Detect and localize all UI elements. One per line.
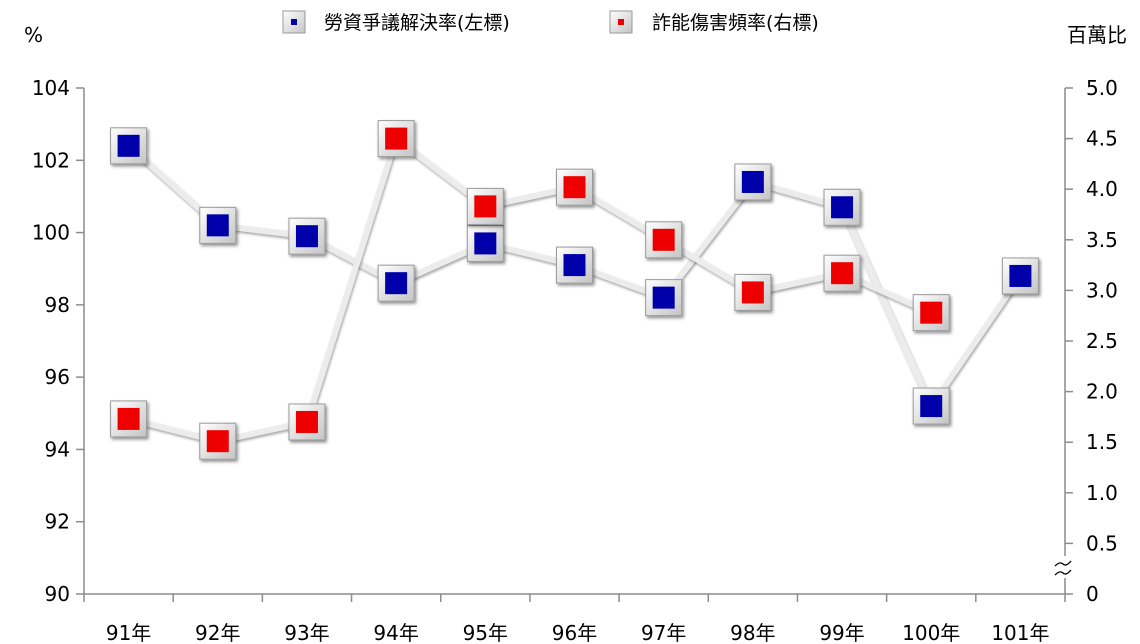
marker-fill xyxy=(652,228,675,251)
series-1-point xyxy=(912,294,950,332)
x-tick-label: 94年 xyxy=(373,621,418,644)
legend-item-1: 詐能傷害頻率(右標) xyxy=(609,10,819,34)
series-1-point xyxy=(288,403,326,441)
series-line-1 xyxy=(127,135,933,445)
series-0-point xyxy=(1001,257,1039,295)
legend-swatch-0 xyxy=(291,19,297,25)
series-1-point xyxy=(556,168,593,206)
marker-fill xyxy=(206,430,229,453)
marker-frame xyxy=(288,403,326,441)
series-0-point xyxy=(288,217,326,255)
marker-fill xyxy=(117,407,140,430)
x-tick-label: 92年 xyxy=(195,621,240,644)
right-axis-unit: 百萬比 xyxy=(1067,23,1127,47)
left-axis-ticks: 90 92 94 96 98 100 102 104 xyxy=(32,76,84,606)
left-tick-label: 94 xyxy=(45,437,70,461)
series-0-point xyxy=(110,127,148,165)
right-tick-label: 1.5 xyxy=(1086,430,1118,454)
series-1-point xyxy=(377,120,415,158)
left-tick-label: 96 xyxy=(45,365,70,389)
series-0-point xyxy=(823,188,861,226)
series-0-point xyxy=(466,224,504,262)
series-1-point xyxy=(199,422,237,460)
series-0-point xyxy=(912,387,950,425)
legend-swatch-1 xyxy=(618,19,624,25)
legend-label-0: 勞資爭議解決率(左標) xyxy=(324,12,510,34)
right-tick-label: 4.0 xyxy=(1086,177,1118,201)
series-0-point xyxy=(377,264,415,302)
legend-label-1: 詐能傷害頻率(右標) xyxy=(652,12,819,34)
x-tick-label: 93年 xyxy=(284,621,329,644)
left-tick-label: 92 xyxy=(45,510,70,534)
right-tick-label: 2.5 xyxy=(1086,329,1118,353)
marker-fill xyxy=(206,214,229,237)
marker-fill xyxy=(563,176,586,199)
marker-fill xyxy=(831,196,854,219)
x-tick-label: 95年 xyxy=(463,621,508,644)
x-tick-label: 96年 xyxy=(552,621,597,644)
legend-item-0: 勞資爭議解決率(左標) xyxy=(282,10,510,34)
x-tick-label: 91年 xyxy=(106,621,151,644)
legend: 勞資爭議解決率(左標) 詐能傷害頻率(右標) xyxy=(282,10,819,34)
series-markers xyxy=(110,120,1039,460)
marker-fill xyxy=(652,286,675,309)
left-tick-label: 104 xyxy=(32,76,70,100)
marker-fill xyxy=(920,395,943,418)
marker-fill xyxy=(920,301,943,324)
series-1-point xyxy=(110,400,148,438)
marker-fill xyxy=(295,410,318,433)
right-tick-label: 4.5 xyxy=(1086,127,1118,151)
left-tick-label: 100 xyxy=(32,221,70,245)
right-tick-label: 5.0 xyxy=(1086,76,1118,100)
series-0-point xyxy=(199,206,237,244)
x-tick-label: 97年 xyxy=(641,621,686,644)
right-tick-label: 1.0 xyxy=(1086,481,1118,505)
x-tick-label: 100年 xyxy=(902,621,960,644)
x-tick-label: 98年 xyxy=(730,621,775,644)
left-tick-label: 102 xyxy=(32,148,70,172)
marker-fill xyxy=(741,170,764,193)
left-axis-unit: % xyxy=(24,23,43,47)
marker-fill xyxy=(741,281,764,304)
marker-fill xyxy=(385,127,408,150)
series-1-point xyxy=(466,187,504,225)
marker-fill xyxy=(474,195,497,218)
right-tick-label: 0 xyxy=(1086,582,1099,606)
series-layer xyxy=(110,120,1039,460)
right-tick-label: 3.0 xyxy=(1086,278,1118,302)
right-tick-label: 2.0 xyxy=(1086,380,1118,404)
left-tick-label: 90 xyxy=(45,582,70,606)
marker-fill xyxy=(563,254,586,277)
x-axis-ticks: 91年 92年 93年 94年 95年 96年 97年 98年 99年 100年 101年 xyxy=(83,594,1066,644)
x-tick-label: 101年 xyxy=(991,621,1049,644)
marker-fill xyxy=(117,134,140,157)
right-tick-label: 3.5 xyxy=(1086,228,1118,252)
axis-break-icon xyxy=(1054,556,1074,578)
marker-fill xyxy=(1009,264,1032,287)
marker-fill xyxy=(295,225,318,248)
right-axis-ticks: 0 0.5 1.0 1.5 2.0 2.5 3.0 3.5 4.0 4.5 5.0 xyxy=(1065,76,1118,606)
marker-fill xyxy=(831,262,854,285)
marker-fill xyxy=(474,232,497,255)
series-0-point xyxy=(645,279,683,317)
series-1-point xyxy=(645,221,683,259)
series-0-point xyxy=(734,163,772,201)
marker-fill xyxy=(385,272,408,295)
right-tick-label: 0.5 xyxy=(1086,531,1118,555)
series-1-point xyxy=(734,273,772,311)
left-tick-label: 98 xyxy=(45,293,70,317)
x-tick-label: 99年 xyxy=(819,621,864,644)
series-1-point xyxy=(823,254,861,292)
series-0-point xyxy=(556,246,593,284)
